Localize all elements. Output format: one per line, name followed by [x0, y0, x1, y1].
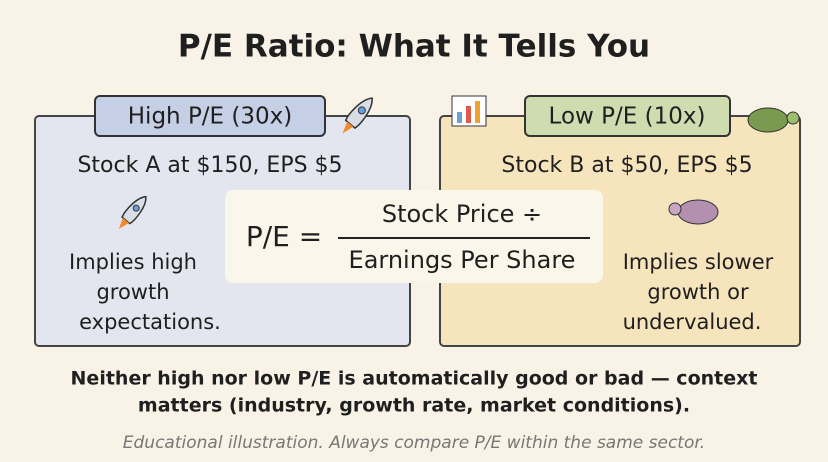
stock-text: Stock A at $150, EPS $5 — [77, 153, 342, 178]
formula-numerator: Stock Price ÷ — [382, 200, 542, 228]
title: P/E Ratio: What It Tells You — [178, 29, 650, 65]
label-box-high — [94, 95, 326, 137]
formula-lhs: P/E = — [246, 220, 322, 253]
panel-label: Low P/E (10x) — [549, 104, 706, 130]
rocket-icon — [342, 97, 373, 134]
implication: growth or — [647, 280, 749, 304]
implication: undervalued. — [623, 310, 762, 334]
panel-label: High P/E (30x) — [128, 104, 292, 130]
implication: Implies high — [69, 250, 197, 274]
footer: Educational illustration. Always compare… — [123, 433, 705, 453]
turtle-icon — [668, 199, 719, 225]
rocket-icon — [118, 195, 147, 229]
implication: expectations. — [79, 310, 221, 334]
label-box-low — [524, 95, 731, 137]
chart-icon — [451, 95, 487, 127]
note: Neither high nor low P/E is automaticall… — [71, 368, 758, 390]
stock-text: Stock B at $50, EPS $5 — [501, 153, 752, 178]
formula-denominator: Earnings Per Share — [349, 246, 576, 274]
implication: Implies slower — [623, 250, 774, 274]
implication: growth — [96, 280, 169, 304]
note: matters (industry, growth rate, market c… — [138, 395, 690, 417]
turtle-icon — [747, 107, 800, 133]
formula-box — [225, 190, 603, 283]
